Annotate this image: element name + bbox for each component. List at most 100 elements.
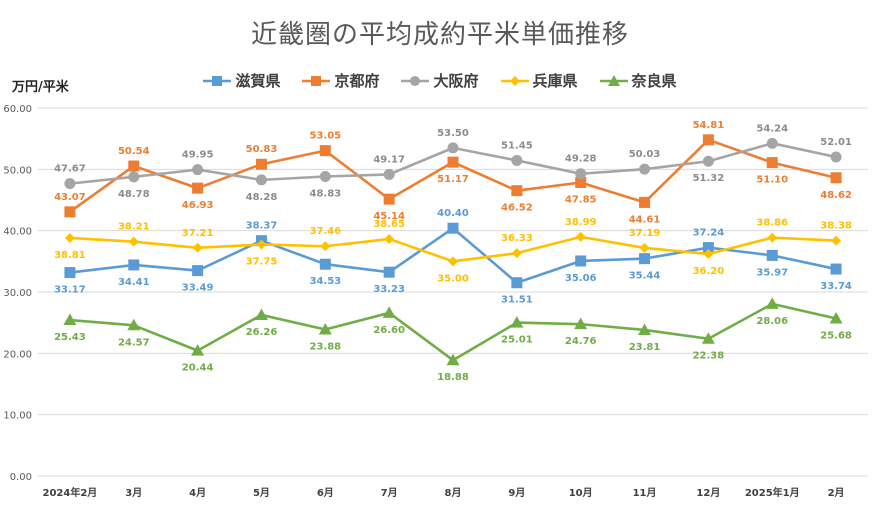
legend-swatch bbox=[599, 74, 628, 86]
data-point-marker bbox=[64, 178, 76, 190]
data-label: 37.21 bbox=[182, 228, 214, 239]
data-label: 33.17 bbox=[54, 285, 86, 296]
data-point-marker bbox=[574, 317, 588, 330]
data-label: 38.81 bbox=[54, 250, 86, 261]
data-point-marker bbox=[64, 206, 76, 218]
data-point-marker bbox=[575, 177, 587, 189]
data-point-marker bbox=[192, 265, 204, 277]
data-point-marker bbox=[766, 249, 778, 261]
data-point-marker bbox=[511, 248, 522, 259]
data-label: 37.24 bbox=[693, 228, 725, 239]
data-label: 35.06 bbox=[565, 273, 597, 284]
chart-legend: 滋賀県 京都府 大阪府 兵庫県 奈良県 bbox=[0, 70, 880, 91]
data-label: 26.26 bbox=[246, 327, 278, 338]
data-point-marker bbox=[510, 316, 524, 328]
y-tick-label: 20.00 bbox=[3, 349, 32, 360]
data-point-marker bbox=[830, 172, 842, 184]
legend-item: 兵庫県 bbox=[500, 70, 578, 91]
data-point-marker bbox=[701, 332, 715, 344]
x-tick-label: 11月 bbox=[633, 487, 657, 499]
chart-title: 近畿圏の平均成約平米単価推移 bbox=[250, 20, 629, 50]
data-label: 46.52 bbox=[501, 203, 533, 214]
data-label: 31.51 bbox=[501, 295, 533, 306]
data-point-marker bbox=[831, 235, 842, 246]
y-tick-label: 30.00 bbox=[3, 288, 32, 299]
data-label: 25.68 bbox=[820, 330, 852, 341]
data-label: 50.54 bbox=[118, 146, 150, 157]
data-point-marker bbox=[382, 306, 396, 318]
data-label: 34.41 bbox=[118, 277, 150, 288]
data-label: 51.10 bbox=[756, 175, 788, 186]
data-label: 35.44 bbox=[629, 271, 661, 282]
x-tick-label: 9月 bbox=[508, 487, 525, 499]
data-point-marker bbox=[63, 313, 77, 326]
data-point-marker bbox=[639, 253, 651, 265]
data-label: 51.32 bbox=[693, 173, 725, 184]
data-point-marker bbox=[575, 255, 587, 267]
data-point-marker bbox=[511, 154, 523, 166]
data-point-marker bbox=[320, 241, 331, 252]
data-point-marker bbox=[383, 193, 395, 205]
data-label: 25.01 bbox=[501, 335, 533, 346]
data-point-marker bbox=[511, 277, 523, 289]
data-label: 47.85 bbox=[565, 195, 597, 206]
data-point-marker bbox=[447, 156, 459, 168]
data-label: 40.40 bbox=[437, 208, 469, 219]
data-label: 36.20 bbox=[693, 266, 725, 277]
data-label: 38.65 bbox=[373, 219, 405, 230]
data-point-marker bbox=[638, 323, 652, 335]
x-tick-label: 5月 bbox=[253, 487, 270, 499]
x-tick-label: 6月 bbox=[317, 487, 334, 499]
data-point-marker bbox=[128, 160, 140, 172]
data-point-marker bbox=[319, 171, 331, 183]
data-point-marker bbox=[383, 266, 395, 278]
data-label: 54.81 bbox=[693, 120, 725, 131]
data-point-marker bbox=[64, 232, 75, 243]
data-point-marker bbox=[192, 164, 204, 176]
data-point-marker bbox=[830, 151, 842, 163]
data-label: 48.28 bbox=[246, 192, 278, 203]
data-point-marker bbox=[702, 134, 714, 146]
y-tick-label: 40.00 bbox=[3, 227, 32, 238]
data-label: 38.99 bbox=[565, 217, 597, 228]
data-label: 22.38 bbox=[693, 351, 725, 362]
data-label: 46.93 bbox=[182, 200, 214, 211]
y-tick-label: 10.00 bbox=[3, 411, 32, 422]
data-label: 54.24 bbox=[756, 123, 788, 134]
data-label: 24.76 bbox=[565, 336, 597, 347]
data-label: 48.62 bbox=[820, 190, 852, 201]
legend-swatch bbox=[401, 75, 430, 86]
data-point-marker bbox=[575, 231, 586, 242]
data-label: 35.00 bbox=[437, 273, 469, 284]
data-point-marker bbox=[318, 323, 332, 335]
data-point-marker bbox=[127, 318, 141, 331]
data-label: 37.46 bbox=[309, 226, 341, 237]
data-label: 49.17 bbox=[373, 154, 405, 165]
data-point-marker bbox=[639, 163, 651, 175]
data-label: 20.44 bbox=[182, 363, 214, 374]
legend-item: 奈良県 bbox=[599, 70, 677, 91]
data-point-marker bbox=[383, 168, 395, 180]
x-tick-label: 2025年1月 bbox=[745, 486, 800, 499]
data-label: 33.74 bbox=[820, 281, 852, 292]
x-tick-label: 2024年2月 bbox=[43, 486, 98, 499]
x-tick-label: 7月 bbox=[381, 487, 398, 499]
data-point-marker bbox=[128, 236, 139, 247]
data-point-marker bbox=[765, 297, 779, 309]
x-tick-label: 4月 bbox=[189, 487, 206, 499]
x-tick-label: 3月 bbox=[125, 487, 142, 499]
data-point-marker bbox=[255, 174, 267, 186]
legend-label: 奈良県 bbox=[631, 72, 677, 90]
legend-label: 京都府 bbox=[334, 72, 380, 90]
data-point-marker bbox=[254, 308, 268, 320]
data-point-marker bbox=[192, 182, 204, 194]
legend-swatch bbox=[500, 75, 529, 86]
y-tick-label: 60.00 bbox=[3, 104, 32, 115]
data-label: 33.49 bbox=[182, 283, 214, 294]
data-label: 38.21 bbox=[118, 222, 150, 233]
legend-item: 滋賀県 bbox=[203, 70, 280, 91]
legend-item: 京都府 bbox=[302, 70, 379, 91]
data-label: 51.45 bbox=[501, 140, 533, 151]
